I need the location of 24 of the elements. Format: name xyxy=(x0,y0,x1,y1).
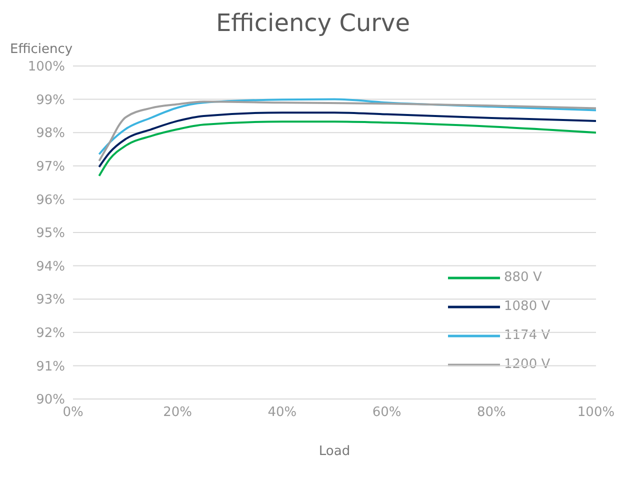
x-tick-label: 20% xyxy=(163,405,192,420)
y-tick-label: 94% xyxy=(36,259,65,274)
legend-label: 880 V xyxy=(504,270,542,285)
x-axis-title: Load xyxy=(318,444,350,459)
line-series xyxy=(98,112,596,168)
y-tick-label: 91% xyxy=(36,359,65,374)
y-tick-label: 95% xyxy=(36,226,65,242)
y-tick-label: 90% xyxy=(36,392,65,408)
x-tick-label: 100% xyxy=(577,405,615,420)
y-tick-label: 97% xyxy=(36,160,65,175)
x-tick-label: 40% xyxy=(268,405,297,420)
legend-label: 1080 V xyxy=(504,299,550,314)
chart-title: Efficiency Curve xyxy=(214,8,412,38)
x-tick-label: 80% xyxy=(476,405,506,420)
y-tick-label: 98% xyxy=(36,126,65,142)
y-tick-label: 93% xyxy=(36,292,65,308)
y-tick-label: 96% xyxy=(36,192,65,208)
line-series xyxy=(98,120,596,177)
y-tick-label: 99% xyxy=(36,92,65,108)
x-tick-label: 60% xyxy=(372,405,402,420)
y-tick-label: 92% xyxy=(36,326,65,342)
x-tick-label: 0% xyxy=(62,405,84,420)
y-tick-label: 100% xyxy=(28,60,65,75)
y-axis-title: Efficiency xyxy=(10,42,73,57)
